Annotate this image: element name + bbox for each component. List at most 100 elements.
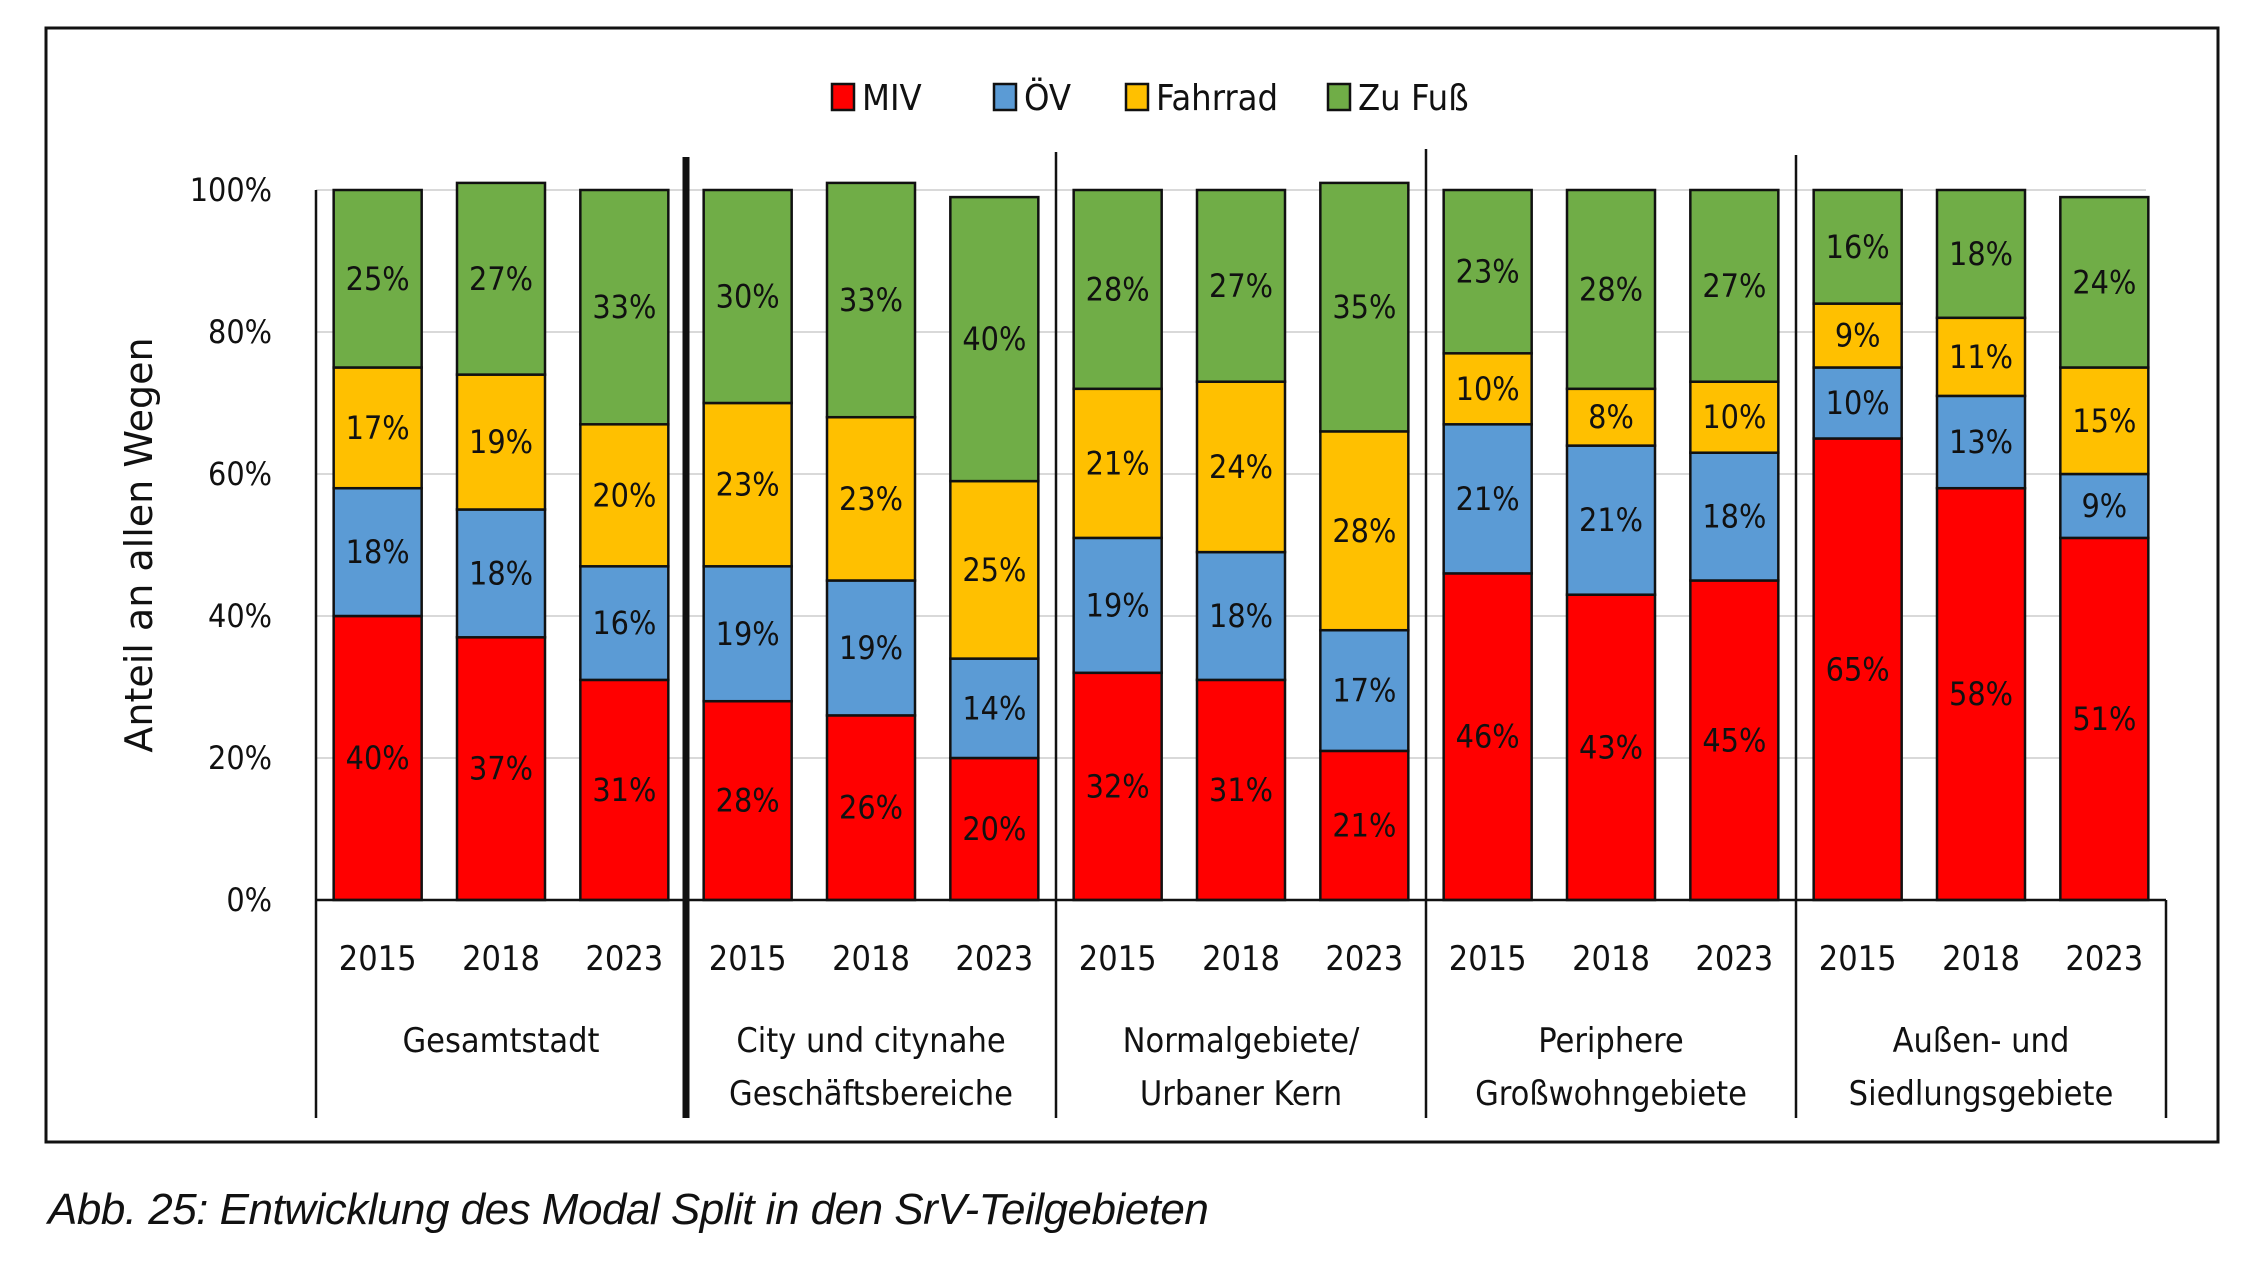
- x-group-label: Gesamtstadt: [402, 1021, 599, 1061]
- data-label: 8%: [1588, 398, 1634, 436]
- bar-segment-zufu: [1812, 188, 1903, 305]
- data-label: 40%: [346, 739, 410, 777]
- data-label: 27%: [1209, 267, 1273, 305]
- bar-segment-miv: [825, 714, 917, 902]
- bar-segment-v: [702, 565, 793, 703]
- data-label: 65%: [1826, 650, 1890, 688]
- bar-segment-v: [1072, 536, 1163, 675]
- x-group-label: Großwohngebiete: [1475, 1074, 1747, 1114]
- legend-swatch-zufu: [1326, 82, 1352, 112]
- y-tick-label: 80%: [208, 313, 272, 351]
- data-label: 28%: [1579, 270, 1643, 308]
- data-label: 28%: [1086, 270, 1150, 308]
- legend-label: ÖV: [1024, 77, 1071, 119]
- x-year-label: 2018: [1202, 939, 1280, 979]
- bar-segment-zufu: [1935, 188, 2027, 320]
- bar-segment-fahrrad: [825, 415, 917, 582]
- data-label: 18%: [346, 533, 410, 571]
- x-year-label: 2023: [1695, 939, 1773, 979]
- bar-segment-fahrrad: [1689, 380, 1780, 454]
- bar-segment-fahrrad: [1812, 302, 1903, 369]
- data-label: 26%: [839, 789, 903, 827]
- bar-segment-v: [1319, 628, 1410, 753]
- data-label: 24%: [2072, 263, 2136, 301]
- x-group-label: Normalgebiete/: [1123, 1021, 1360, 1061]
- legend-swatch-miv: [830, 82, 856, 112]
- bar-segment-miv: [1689, 579, 1780, 902]
- data-label: 51%: [2072, 700, 2136, 738]
- data-label: 58%: [1949, 675, 2013, 713]
- legend-label: Zu Fuß: [1358, 78, 1469, 119]
- data-label: 31%: [1209, 771, 1273, 809]
- data-label: 27%: [1702, 267, 1766, 305]
- bar-segment-zufu: [1319, 181, 1410, 433]
- y-tick-label: 0%: [226, 881, 272, 919]
- data-label: 16%: [592, 604, 656, 642]
- bar-segment-zufu: [702, 188, 793, 405]
- data-label: 37%: [469, 750, 533, 788]
- data-label: 40%: [962, 320, 1026, 358]
- bar-segment-fahrrad: [949, 479, 1040, 660]
- bar-segment-zufu: [579, 188, 670, 426]
- bar-segment-zufu: [825, 181, 917, 419]
- data-label: 21%: [1579, 501, 1643, 539]
- x-year-label: 2015: [709, 939, 787, 979]
- bar-segment-v: [1442, 423, 1533, 575]
- data-label: 23%: [716, 466, 780, 504]
- legend-label: Fahrrad: [1156, 78, 1278, 119]
- x-group-label: Geschäftsbereiche: [729, 1074, 1013, 1114]
- data-label: 33%: [592, 288, 656, 326]
- data-label: 10%: [1826, 384, 1890, 422]
- bar-segment-zufu: [1565, 188, 1657, 391]
- bar-segment-fahrrad: [1319, 430, 1410, 632]
- x-group-label: Siedlungsgebiete: [1849, 1074, 2114, 1114]
- data-label: 30%: [716, 278, 780, 316]
- x-year-label: 2023: [585, 939, 663, 979]
- data-label: 11%: [1949, 338, 2013, 376]
- data-label: 45%: [1702, 721, 1766, 759]
- data-label: 23%: [1456, 253, 1520, 291]
- data-label: 15%: [2072, 402, 2136, 440]
- bar-segment-miv: [949, 756, 1040, 902]
- data-label: 17%: [346, 409, 410, 447]
- data-label: 35%: [1332, 288, 1396, 326]
- x-group-label: Periphere: [1538, 1021, 1683, 1061]
- data-label: 9%: [2081, 487, 2127, 525]
- data-label: 14%: [962, 689, 1026, 727]
- bar-segment-miv: [702, 699, 793, 902]
- data-label: 21%: [1456, 480, 1520, 518]
- bar-segment-v: [825, 579, 917, 717]
- bar-segment-miv: [1935, 486, 2027, 902]
- data-label: 27%: [469, 260, 533, 298]
- y-tick-label: 20%: [208, 739, 272, 777]
- x-year-label: 2015: [1449, 939, 1527, 979]
- data-label: 25%: [346, 260, 410, 298]
- data-label: 16%: [1826, 228, 1890, 266]
- data-label: 18%: [1209, 597, 1273, 635]
- bar-segment-fahrrad: [455, 373, 547, 511]
- data-label: 10%: [1456, 370, 1520, 408]
- axes: 0% 20% 40% 60% 80% 100% 2015 2018 2023 Gesamtstad…: [190, 149, 2168, 1118]
- data-label: 33%: [839, 281, 903, 319]
- x-year-label: 2023: [2065, 939, 2143, 979]
- x-group-label: Außen- und: [1893, 1021, 2070, 1061]
- data-label: 9%: [1835, 317, 1881, 355]
- bars: 40% 18% 17% 25% 37% 18% 19% 27% 31% 16% 20% 33% 28% 1…: [332, 181, 2150, 902]
- bar-segment-miv: [1072, 671, 1163, 902]
- legend-swatch-v: [992, 82, 1018, 112]
- bar-segment-zufu: [1689, 188, 1780, 383]
- bar-segment-fahrrad: [1195, 380, 1287, 554]
- bar-segment-miv: [1195, 678, 1287, 902]
- bar-segment-zufu: [332, 188, 423, 369]
- data-label: 21%: [1086, 444, 1150, 482]
- x-group-label: Urbaner Kern: [1140, 1074, 1342, 1114]
- x-year-label: 2018: [1572, 939, 1650, 979]
- y-axis-label: Anteil an allen Wegen: [117, 337, 161, 752]
- bar-segment-zufu: [455, 181, 547, 376]
- legend-swatch-fahrrad: [1124, 82, 1150, 112]
- data-label: 18%: [1949, 235, 2013, 273]
- x-year-label: 2015: [1079, 939, 1157, 979]
- data-label: 19%: [839, 629, 903, 667]
- y-tick-label: 100%: [190, 171, 272, 209]
